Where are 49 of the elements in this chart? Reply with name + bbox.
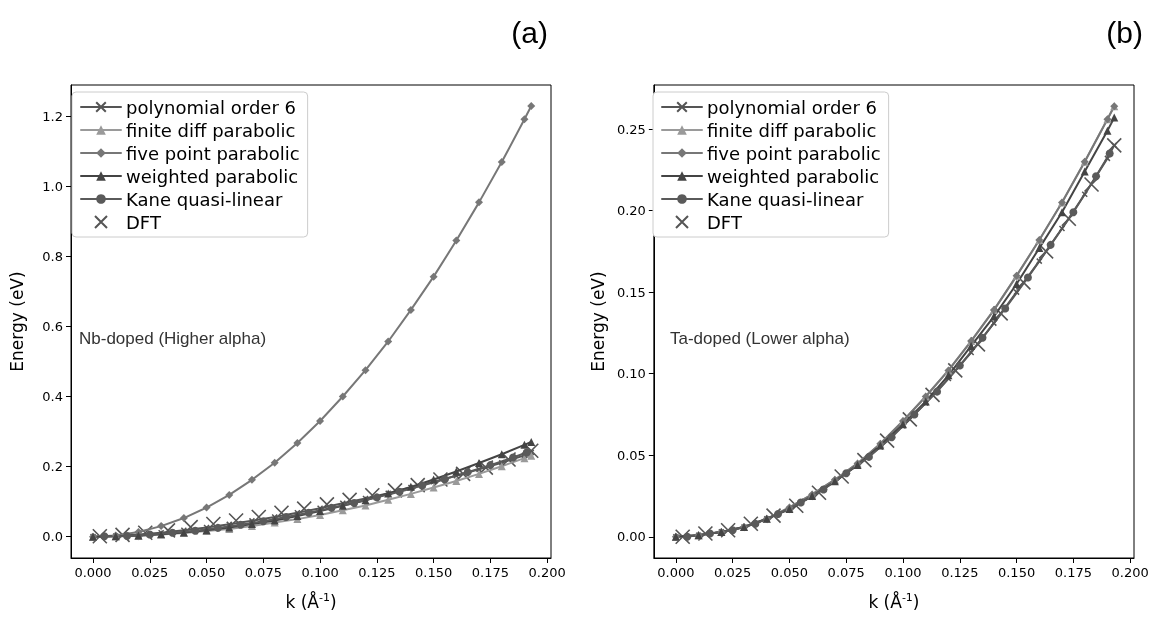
x-tick-label: 0.050: [187, 565, 226, 580]
legend-label: five point parabolic: [707, 142, 881, 164]
x-tick-label: 0.125: [358, 565, 396, 580]
y-tick-label: 1.0: [42, 178, 63, 194]
y-tick-label: 0.20: [616, 203, 646, 219]
x-tick-label: 0.075: [244, 565, 282, 580]
x-tick-label: 0.175: [471, 565, 509, 580]
legend-label: polynomial order 6: [707, 96, 877, 118]
legend-label: weighted parabolic: [126, 165, 299, 187]
y-tick-label: 0.05: [616, 447, 646, 463]
y-tick-label: 0.0: [42, 529, 63, 545]
y-axis-title: Energy (eV): [6, 271, 27, 372]
x-tick-label: 0.125: [941, 565, 979, 580]
y-tick-label: 0.6: [42, 318, 63, 334]
chart-title: (b): [1106, 15, 1144, 49]
legend-label: five point parabolic: [126, 142, 300, 164]
legend-label: polynomial order 6: [126, 96, 296, 118]
legend-label: DFT: [707, 211, 743, 233]
legend-label: DFT: [126, 211, 162, 233]
y-tick-label: 0.2: [42, 459, 63, 475]
x-tick-label: 0.175: [1054, 565, 1092, 580]
x-tick-label: 0.200: [1111, 565, 1149, 580]
y-tick-label: 0.8: [42, 248, 63, 264]
y-tick-label: 0.10: [616, 366, 646, 382]
y-tick-label: 0.4: [42, 388, 63, 404]
x-tick-label: 0.100: [301, 565, 339, 580]
x-tick-label: 0.150: [415, 565, 453, 580]
x-tick-label: 0.025: [714, 565, 752, 580]
legend-label: finite diff parabolic: [707, 119, 877, 141]
x-tick-label: 0.000: [657, 565, 695, 580]
y-tick-label: 1.2: [42, 108, 63, 124]
y-tick-label: 0.25: [616, 121, 646, 137]
x-tick-label: 0.050: [770, 565, 809, 580]
x-tick-label: 0.025: [131, 565, 169, 580]
chart-title: (a): [511, 15, 549, 49]
y-tick-label: 0.15: [616, 284, 646, 300]
legend-label: Kane quasi-linear: [707, 188, 864, 210]
legend-label: weighted parabolic: [707, 165, 880, 187]
legend-label: Kane quasi-linear: [126, 188, 283, 210]
x-tick-label: 0.100: [884, 565, 922, 580]
legend-label: finite diff parabolic: [126, 119, 296, 141]
annotation: Ta-doped (Lower alpha): [670, 329, 850, 348]
x-tick-label: 0.075: [827, 565, 865, 580]
x-tick-label: 0.000: [74, 565, 112, 580]
x-tick-label: 0.150: [997, 565, 1036, 580]
x-tick-label: 0.200: [528, 565, 566, 580]
y-axis-title: Energy (eV): [587, 271, 608, 372]
annotation: Nb-doped (Higher alpha): [79, 329, 267, 348]
y-tick-label: 0.00: [616, 529, 646, 545]
